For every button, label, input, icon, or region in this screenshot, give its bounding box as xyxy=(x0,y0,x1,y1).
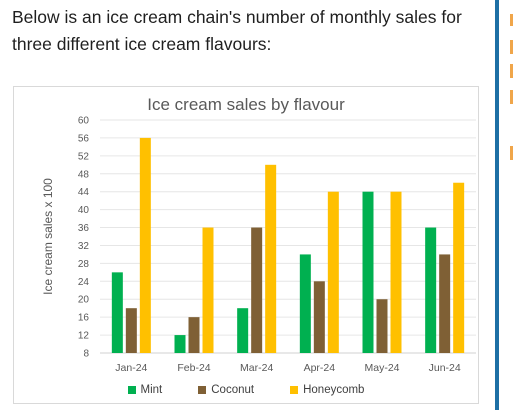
x-tick-label: Apr-24 xyxy=(304,362,336,374)
bar-honeycomb xyxy=(453,182,465,353)
bar-mint xyxy=(362,191,374,353)
y-tick-label: 24 xyxy=(78,277,90,288)
y-tick-label: 28 xyxy=(78,259,90,270)
bar-mint xyxy=(174,335,186,353)
x-tick-label: Feb-24 xyxy=(177,362,210,374)
bar-coconut xyxy=(313,281,325,353)
y-tick-label: 56 xyxy=(78,133,90,144)
legend-item-coconut: Coconut xyxy=(198,381,254,399)
legend-item-mint: Mint xyxy=(127,381,163,399)
y-tick-label: 16 xyxy=(78,313,90,324)
y-axis-label: Ice cream sales x 100 xyxy=(41,178,55,295)
edge-mark xyxy=(510,40,513,54)
y-tick-label: 20 xyxy=(78,295,90,306)
y-tick-label: 36 xyxy=(78,223,90,234)
x-tick-label: Mar-24 xyxy=(240,362,273,374)
edge-mark xyxy=(510,146,513,160)
x-tick-label: Jun-24 xyxy=(429,362,461,374)
y-tick-label: 12 xyxy=(78,331,90,342)
legend-swatch-coconut xyxy=(198,386,207,394)
legend-label-coconut: Coconut xyxy=(211,384,255,396)
bar-honeycomb xyxy=(327,191,339,353)
page-side-accent-bar xyxy=(495,0,499,410)
intro-paragraph: Below is an ice cream chain's number of … xyxy=(12,7,462,54)
bar-mint xyxy=(111,272,123,353)
bar-honeycomb xyxy=(265,164,277,353)
bar-coconut xyxy=(188,317,200,353)
x-tick-label: Jan-24 xyxy=(115,362,147,374)
y-tick-label: 40 xyxy=(78,205,90,216)
legend-swatch-mint xyxy=(127,386,136,394)
bar-coconut xyxy=(439,254,451,353)
chart-legend: Mint Coconut Honeycomb xyxy=(14,381,478,399)
bar-honeycomb xyxy=(139,137,151,353)
edge-mark xyxy=(510,90,513,104)
y-tick-label: 32 xyxy=(78,241,90,252)
y-tick-label: 44 xyxy=(78,187,90,198)
bar-honeycomb xyxy=(390,191,402,353)
legend-item-honeycomb: Honeycomb xyxy=(290,381,364,399)
bar-coconut xyxy=(125,308,137,353)
bar-mint xyxy=(237,308,249,353)
bar-honeycomb xyxy=(202,227,214,353)
y-tick-label: 52 xyxy=(78,151,90,162)
chart-container: Ice cream sales by flavour 8 12 16 20 24 28 32… xyxy=(13,86,479,404)
chart-title: Ice cream sales by flavour xyxy=(147,95,345,114)
legend-label-mint: Mint xyxy=(140,384,163,396)
bar-coconut xyxy=(376,299,388,353)
bar-coconut xyxy=(251,227,263,353)
legend-swatch-honeycomb xyxy=(290,386,299,394)
legend-label-honeycomb: Honeycomb xyxy=(303,384,365,396)
edge-mark xyxy=(510,14,513,26)
y-tick-label: 8 xyxy=(83,349,89,360)
bar-chart-plot: 8 12 16 20 24 28 32 36 40 44 48 52 56 60 Jan-24 Feb-24 M… xyxy=(41,116,476,374)
bar-mint xyxy=(425,227,437,353)
edge-mark xyxy=(510,64,513,78)
y-tick-label: 48 xyxy=(78,169,90,180)
x-tick-label: May-24 xyxy=(364,362,399,374)
bar-mint xyxy=(299,254,311,353)
y-tick-label: 60 xyxy=(78,116,90,127)
